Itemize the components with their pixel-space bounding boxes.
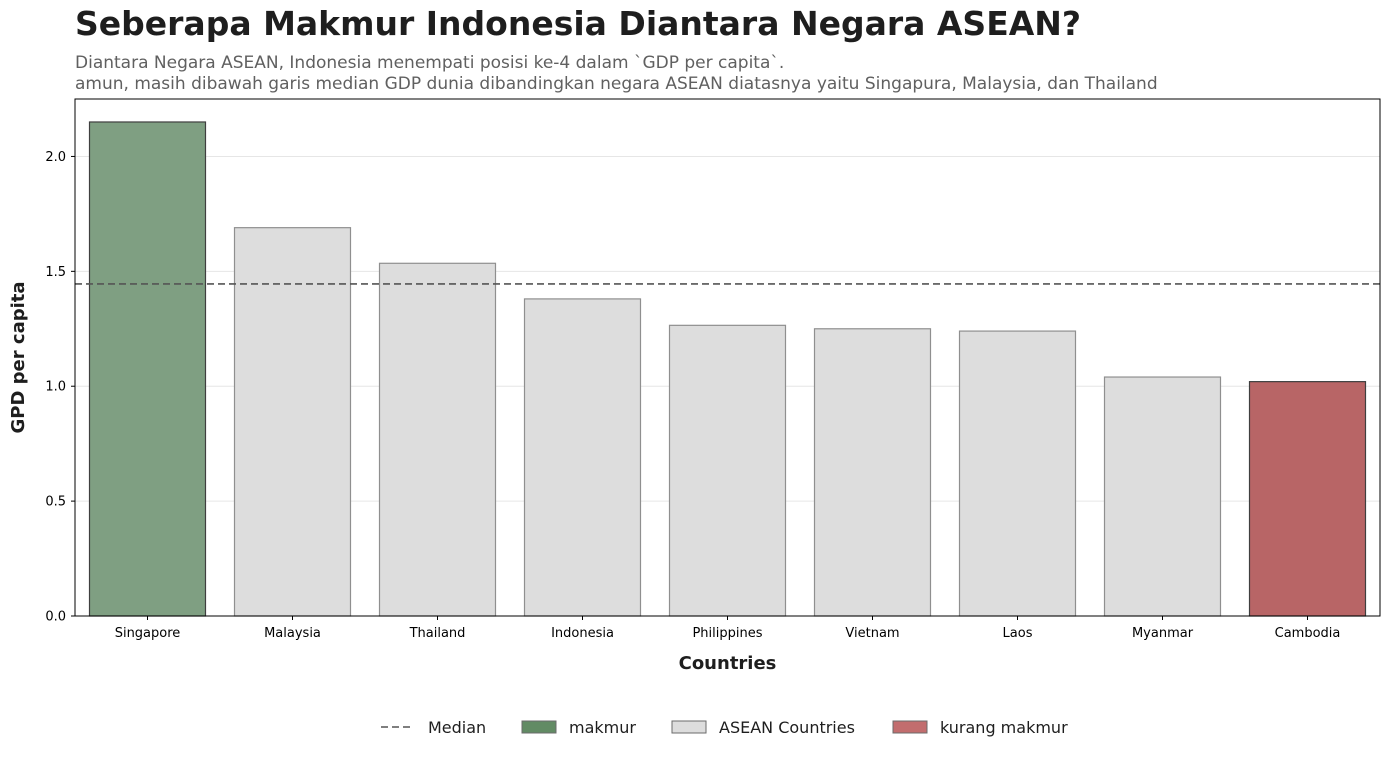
- y-axis-label: GPD per capita: [8, 281, 29, 433]
- y-tick-label: 0.0: [45, 610, 66, 625]
- bar-indonesia: [523, 298, 642, 617]
- bar-vietnam: [813, 328, 932, 617]
- y-tick-label: 1.5: [45, 265, 66, 280]
- chart-subtitle-line-2: amun, masih dibawah garis median GDP dun…: [75, 74, 1158, 94]
- legend-swatch-makmur: [521, 720, 557, 734]
- bar-singapore: [88, 121, 207, 617]
- bar-thailand: [378, 262, 497, 617]
- x-tick-label-indonesia: Indonesia: [551, 626, 614, 641]
- legend-label-makmur: makmur: [569, 718, 636, 737]
- x-tick-label-laos: Laos: [1003, 626, 1033, 641]
- bar-malaysia: [233, 227, 352, 617]
- x-tick-label-singapore: Singapore: [115, 626, 181, 641]
- x-tick-label-philippines: Philippines: [692, 626, 762, 641]
- legend-label-kurang-makmur: kurang makmur: [940, 718, 1068, 737]
- x-axis-label: Countries: [679, 653, 777, 674]
- y-tick-label: 2.0: [45, 150, 66, 165]
- legend-swatch-kurang-makmur: [892, 720, 928, 734]
- legend-label-median: Median: [428, 718, 486, 737]
- x-tick-label-thailand: Thailand: [409, 626, 466, 641]
- bar-myanmar: [1103, 376, 1222, 617]
- bar-philippines: [668, 324, 787, 617]
- x-tick-label-cambodia: Cambodia: [1275, 626, 1341, 641]
- chart-subtitle-line-1: Diantara Negara ASEAN, Indonesia menempa…: [75, 53, 785, 73]
- legend-swatch-asean-countries: [671, 720, 707, 734]
- x-tick-label-malaysia: Malaysia: [264, 626, 321, 641]
- bar-cambodia: [1248, 381, 1367, 617]
- x-tick-label-vietnam: Vietnam: [845, 626, 899, 641]
- y-tick-label: 1.0: [45, 380, 66, 395]
- x-tick-label-myanmar: Myanmar: [1132, 626, 1194, 641]
- chart-title: Seberapa Makmur Indonesia Diantara Negar…: [75, 4, 1082, 43]
- plot-frame: [74, 98, 1381, 617]
- legend-label-asean-countries: ASEAN Countries: [719, 718, 855, 737]
- y-tick-label: 0.5: [45, 495, 66, 510]
- bar-laos: [958, 330, 1077, 617]
